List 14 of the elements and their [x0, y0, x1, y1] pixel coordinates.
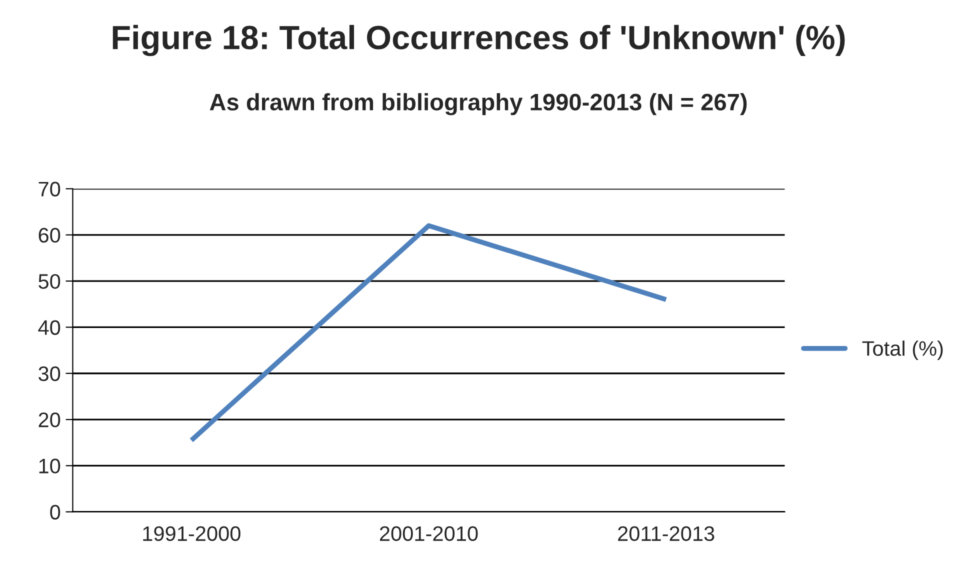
chart-title: Figure 18: Total Occurrences of 'Unknown' (%) [112, 24, 845, 56]
chart-subtitle: As drawn from bibliography 1990-2013 (N = 267) [210, 93, 747, 116]
x-tick-label: 2011-2013 [618, 526, 714, 542]
legend-label: Total (%) [862, 340, 943, 360]
y-tick-label: 50 [38, 274, 60, 289]
y-tick-label: 70 [38, 182, 60, 197]
x-tick-label: 1991-2000 [143, 526, 240, 542]
y-tick-label: 30 [38, 366, 60, 382]
y-tick-label: 10 [39, 458, 60, 474]
x-tick-label: 2001-2010 [380, 526, 478, 542]
y-tick-label: 20 [38, 412, 60, 428]
y-tick-label: 60 [38, 228, 60, 243]
y-tick-label: 40 [38, 320, 60, 335]
y-tick-label: 0 [50, 504, 60, 520]
